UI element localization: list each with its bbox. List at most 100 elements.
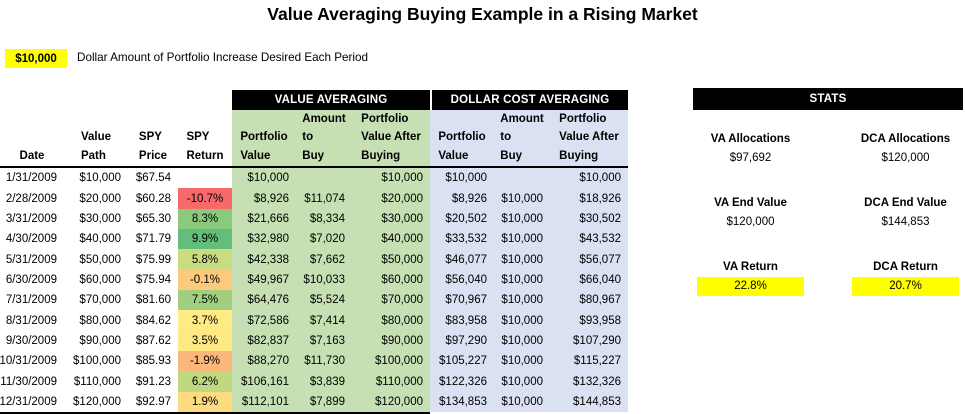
cell-dca-portfolio-value[interactable]: $83,958 (430, 310, 494, 331)
cell-dca-portfolio-value[interactable]: $122,326 (430, 371, 494, 392)
cell-value-path[interactable]: $40,000 (79, 233, 121, 246)
cell-value-path[interactable]: $110,000 (73, 375, 121, 388)
cell-dca-portfolio-value[interactable]: $56,040 (430, 269, 494, 291)
cell-va-portfolio-value[interactable]: $8,926 (232, 188, 296, 209)
cell-va-amount-to-buy[interactable] (296, 168, 352, 189)
cell-dca-amount-to-buy[interactable]: $10,000 (494, 229, 550, 250)
cell-date[interactable]: 5/31/2009 (5, 253, 57, 266)
cell-va-portfolio-value[interactable]: $32,980 (232, 229, 296, 250)
cell-va-portfolio-value[interactable]: $42,338 (232, 249, 296, 270)
cell-spy-price[interactable]: $71.79 (135, 233, 171, 246)
cell-va-value-after-buying[interactable]: $70,000 (352, 290, 430, 311)
cell-va-value-after-buying[interactable]: $60,000 (352, 269, 430, 291)
cell-value-path[interactable]: $20,000 (79, 192, 121, 205)
cell-va-amount-to-buy[interactable]: $7,414 (296, 310, 352, 331)
cell-value-path[interactable]: $120,000 (73, 395, 121, 408)
cell-value-path[interactable]: $60,000 (79, 273, 121, 286)
cell-spy-price[interactable]: $85.93 (135, 355, 171, 368)
cell-dca-amount-to-buy[interactable]: $10,000 (494, 391, 550, 413)
cell-dca-value-after-buying[interactable]: $115,227 (550, 351, 628, 372)
cell-va-amount-to-buy[interactable]: $3,839 (296, 371, 352, 392)
cell-dca-amount-to-buy[interactable]: $10,000 (494, 208, 550, 230)
cell-dca-portfolio-value[interactable]: $46,077 (430, 249, 494, 270)
cell-date[interactable]: 7/31/2009 (5, 294, 57, 307)
increase-amount-cell[interactable]: $10,000 (5, 49, 67, 68)
cell-va-amount-to-buy[interactable]: $11,730 (296, 351, 352, 372)
cell-date[interactable]: 3/31/2009 (5, 212, 57, 225)
cell-dca-portfolio-value[interactable]: $10,000 (430, 168, 494, 189)
cell-spy-return[interactable]: 6.2% (178, 371, 232, 392)
cell-va-portfolio-value[interactable]: $82,837 (232, 330, 296, 352)
cell-dca-value-after-buying[interactable]: $66,040 (550, 269, 628, 291)
stat-value[interactable]: $120,000 (881, 152, 930, 164)
cell-va-amount-to-buy[interactable]: $5,524 (296, 290, 352, 311)
cell-spy-price[interactable]: $75.94 (135, 273, 171, 286)
cell-spy-return[interactable]: -10.7% (178, 188, 232, 209)
cell-date[interactable]: 12/31/2009 (0, 395, 57, 408)
cell-value-path[interactable]: $90,000 (79, 334, 121, 347)
cell-dca-value-after-buying[interactable]: $30,502 (550, 208, 628, 230)
cell-spy-price[interactable]: $67.54 (135, 172, 171, 185)
cell-dca-amount-to-buy[interactable]: $10,000 (494, 330, 550, 352)
cell-va-amount-to-buy[interactable]: $11,074 (296, 188, 352, 209)
cell-value-path[interactable]: $70,000 (79, 294, 121, 307)
cell-spy-return[interactable]: 3.7% (178, 310, 232, 331)
cell-dca-amount-to-buy[interactable]: $10,000 (494, 351, 550, 372)
cell-spy-return[interactable]: 5.8% (178, 249, 232, 270)
cell-va-portfolio-value[interactable]: $88,270 (232, 351, 296, 372)
cell-spy-price[interactable]: $87.62 (135, 334, 171, 347)
cell-va-portfolio-value[interactable]: $106,161 (232, 371, 296, 392)
cell-dca-value-after-buying[interactable]: $93,958 (550, 310, 628, 331)
cell-dca-portfolio-value[interactable]: $20,502 (430, 208, 494, 230)
cell-dca-portfolio-value[interactable]: $33,532 (430, 229, 494, 250)
stat-value-highlighted[interactable]: 22.8% (697, 277, 804, 296)
cell-dca-value-after-buying[interactable]: $56,077 (550, 249, 628, 270)
cell-spy-price[interactable]: $60.28 (135, 192, 171, 205)
cell-va-portfolio-value[interactable]: $64,476 (232, 290, 296, 311)
cell-va-amount-to-buy[interactable]: $7,899 (296, 391, 352, 413)
cell-va-amount-to-buy[interactable]: $8,334 (296, 208, 352, 230)
cell-dca-value-after-buying[interactable]: $43,532 (550, 229, 628, 250)
cell-date[interactable]: 8/31/2009 (5, 314, 57, 327)
cell-value-path[interactable]: $10,000 (79, 172, 121, 185)
cell-date[interactable]: 6/30/2009 (5, 273, 57, 286)
stat-value[interactable]: $120,000 (726, 216, 775, 228)
cell-value-path[interactable]: $80,000 (79, 314, 121, 327)
cell-dca-amount-to-buy[interactable]: $10,000 (494, 290, 550, 311)
cell-spy-return[interactable]: -1.9% (178, 351, 232, 372)
cell-va-value-after-buying[interactable]: $80,000 (352, 310, 430, 331)
cell-spy-price[interactable]: $84.62 (135, 314, 171, 327)
cell-spy-return[interactable]: 7.5% (178, 290, 232, 311)
cell-spy-return[interactable]: 1.9% (178, 391, 232, 413)
cell-dca-portfolio-value[interactable]: $70,967 (430, 290, 494, 311)
cell-va-portfolio-value[interactable]: $10,000 (232, 168, 296, 189)
cell-value-path[interactable]: $100,000 (73, 355, 121, 368)
cell-va-amount-to-buy[interactable]: $7,020 (296, 229, 352, 250)
cell-va-amount-to-buy[interactable]: $7,163 (296, 330, 352, 352)
cell-va-value-after-buying[interactable]: $40,000 (352, 229, 430, 250)
cell-spy-return[interactable]: 3.5% (178, 330, 232, 352)
cell-spy-price[interactable]: $75.99 (135, 253, 171, 266)
cell-date[interactable]: 9/30/2009 (5, 334, 57, 347)
cell-dca-value-after-buying[interactable]: $107,290 (550, 330, 628, 352)
cell-dca-amount-to-buy[interactable]: $10,000 (494, 371, 550, 392)
cell-va-portfolio-value[interactable]: $21,666 (232, 208, 296, 230)
cell-dca-value-after-buying[interactable]: $10,000 (550, 168, 628, 189)
cell-dca-portfolio-value[interactable]: $97,290 (430, 330, 494, 352)
cell-value-path[interactable]: $30,000 (79, 212, 121, 225)
cell-dca-amount-to-buy[interactable]: $10,000 (494, 310, 550, 331)
cell-va-value-after-buying[interactable]: $20,000 (352, 188, 430, 209)
cell-date[interactable]: 2/28/2009 (5, 192, 57, 205)
cell-va-portfolio-value[interactable]: $49,967 (232, 269, 296, 291)
cell-dca-value-after-buying[interactable]: $80,967 (550, 290, 628, 311)
cell-va-value-after-buying[interactable]: $90,000 (352, 330, 430, 352)
cell-va-value-after-buying[interactable]: $30,000 (352, 208, 430, 230)
cell-va-value-after-buying[interactable]: $100,000 (352, 351, 430, 372)
cell-value-path[interactable]: $50,000 (79, 253, 121, 266)
cell-va-value-after-buying[interactable]: $110,000 (352, 371, 430, 392)
stat-value[interactable]: $144,853 (881, 216, 930, 228)
cell-spy-price[interactable]: $91.23 (135, 375, 171, 388)
stat-value[interactable]: $97,692 (729, 152, 772, 164)
cell-dca-portfolio-value[interactable]: $8,926 (430, 188, 494, 209)
cell-va-amount-to-buy[interactable]: $10,033 (296, 269, 352, 291)
